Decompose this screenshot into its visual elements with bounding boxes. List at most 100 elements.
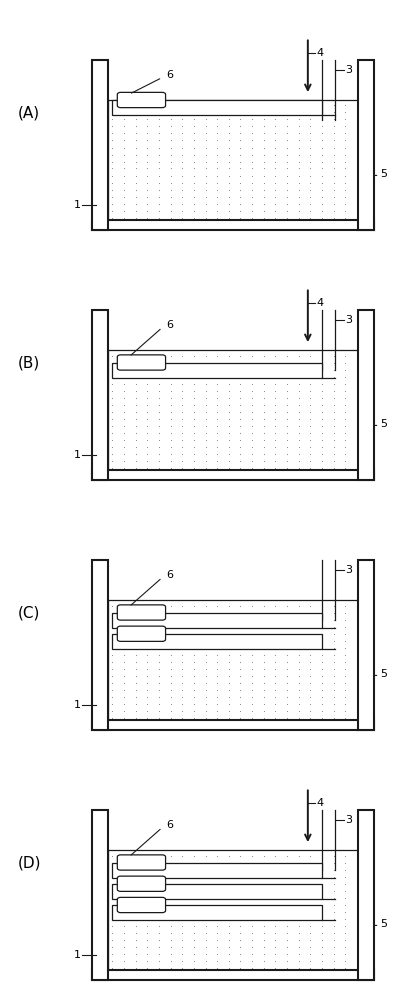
- Point: [307, 611, 314, 628]
- Point: [202, 946, 209, 962]
- Point: [354, 682, 360, 698]
- Point: [237, 396, 244, 412]
- Point: [330, 660, 337, 676]
- Point: [121, 432, 127, 448]
- Point: [132, 660, 139, 676]
- Point: [214, 854, 220, 870]
- Point: [260, 146, 267, 162]
- Point: [249, 410, 255, 426]
- Point: [272, 446, 279, 462]
- Point: [191, 688, 197, 704]
- Point: [167, 702, 174, 718]
- Point: [191, 918, 197, 934]
- Point: [354, 424, 360, 440]
- Point: [132, 396, 139, 412]
- Point: [330, 604, 337, 620]
- Point: [272, 382, 279, 398]
- Point: [284, 710, 290, 726]
- Point: [354, 618, 360, 635]
- Point: [225, 452, 232, 468]
- Point: [225, 438, 232, 454]
- Point: [295, 153, 302, 169]
- Point: [191, 410, 197, 426]
- Point: [225, 660, 232, 676]
- Point: [249, 604, 255, 620]
- Point: [132, 438, 139, 454]
- Point: [214, 125, 220, 141]
- Point: [202, 410, 209, 426]
- Point: [202, 111, 209, 127]
- Point: [319, 702, 325, 718]
- Point: [191, 182, 197, 198]
- Point: [319, 918, 325, 934]
- Point: [272, 890, 279, 906]
- Point: [319, 682, 325, 698]
- Point: [109, 182, 116, 198]
- Point: [272, 410, 279, 426]
- Point: [330, 633, 337, 649]
- Point: [214, 167, 220, 184]
- Point: [214, 904, 220, 920]
- Point: [109, 702, 116, 718]
- Point: [319, 618, 325, 635]
- Point: [156, 696, 162, 712]
- Point: [237, 682, 244, 698]
- Point: [214, 660, 220, 676]
- Point: [156, 682, 162, 698]
- Point: [354, 861, 360, 878]
- Point: [307, 918, 314, 934]
- Point: [202, 132, 209, 148]
- Point: [284, 854, 290, 870]
- Point: [342, 674, 349, 690]
- Point: [260, 688, 267, 704]
- Point: [156, 368, 162, 384]
- Point: [179, 847, 186, 863]
- Point: [272, 861, 279, 878]
- Text: 6: 6: [166, 820, 173, 830]
- Point: [202, 604, 209, 620]
- Point: [132, 946, 139, 962]
- Point: [109, 432, 116, 448]
- Point: [121, 424, 127, 440]
- Point: [179, 918, 186, 934]
- Point: [225, 196, 232, 212]
- Point: [179, 104, 186, 120]
- Point: [202, 633, 209, 649]
- Point: [144, 424, 151, 440]
- Point: [121, 410, 127, 426]
- Point: [179, 132, 186, 148]
- Point: [307, 132, 314, 148]
- Point: [179, 924, 186, 940]
- Point: [191, 403, 197, 420]
- Point: [144, 938, 151, 954]
- Point: [144, 960, 151, 976]
- Point: [144, 196, 151, 212]
- Point: [260, 452, 267, 468]
- Point: [342, 132, 349, 148]
- Point: [295, 876, 302, 892]
- Point: [272, 118, 279, 134]
- Point: [214, 382, 220, 398]
- Point: [214, 139, 220, 155]
- Point: [284, 160, 290, 176]
- Point: [109, 389, 116, 406]
- Point: [249, 876, 255, 892]
- Point: [260, 418, 267, 434]
- Point: [260, 854, 267, 870]
- Point: [284, 452, 290, 468]
- Point: [214, 432, 220, 448]
- Point: [237, 710, 244, 726]
- Point: [132, 382, 139, 398]
- Point: [319, 132, 325, 148]
- Point: [272, 646, 279, 662]
- Point: [284, 604, 290, 620]
- Point: [121, 861, 127, 878]
- Point: [249, 932, 255, 948]
- Point: [144, 182, 151, 198]
- Point: [319, 361, 325, 377]
- Point: [284, 868, 290, 884]
- Point: [260, 633, 267, 649]
- Point: [179, 868, 186, 884]
- Point: [354, 382, 360, 398]
- Point: [354, 854, 360, 870]
